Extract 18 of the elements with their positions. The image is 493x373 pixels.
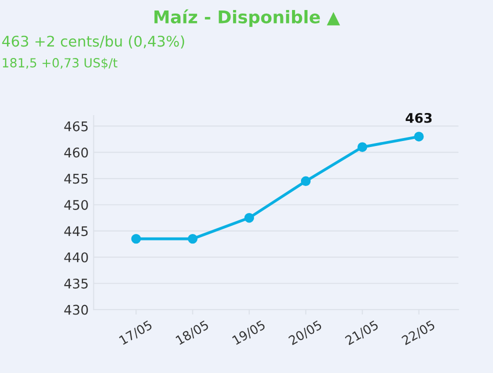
y-tick-label: 445	[64, 226, 88, 236]
text: 181,5 +0,73 US$/t	[2, 58, 118, 70]
chart-title: Maíz - Disponible ▲	[154, 9, 340, 27]
y-tick-label: 430	[64, 304, 88, 315]
point	[188, 234, 198, 244]
y-tick-label: 455	[64, 174, 88, 184]
point	[244, 212, 254, 223]
y-tick-label: 440	[64, 252, 88, 262]
point	[131, 234, 141, 244]
point	[414, 132, 424, 142]
y-tick-label: 460	[64, 148, 88, 158]
point	[300, 176, 311, 186]
chart-subtitle: 463 +2 cents/bu (0,43%)	[2, 35, 184, 48]
y-tick-label: 450	[64, 200, 88, 210]
point	[357, 142, 368, 152]
data-label: 463	[406, 112, 432, 123]
y-tick-label: 435	[64, 278, 88, 289]
y-tick-label: 465	[64, 121, 88, 132]
